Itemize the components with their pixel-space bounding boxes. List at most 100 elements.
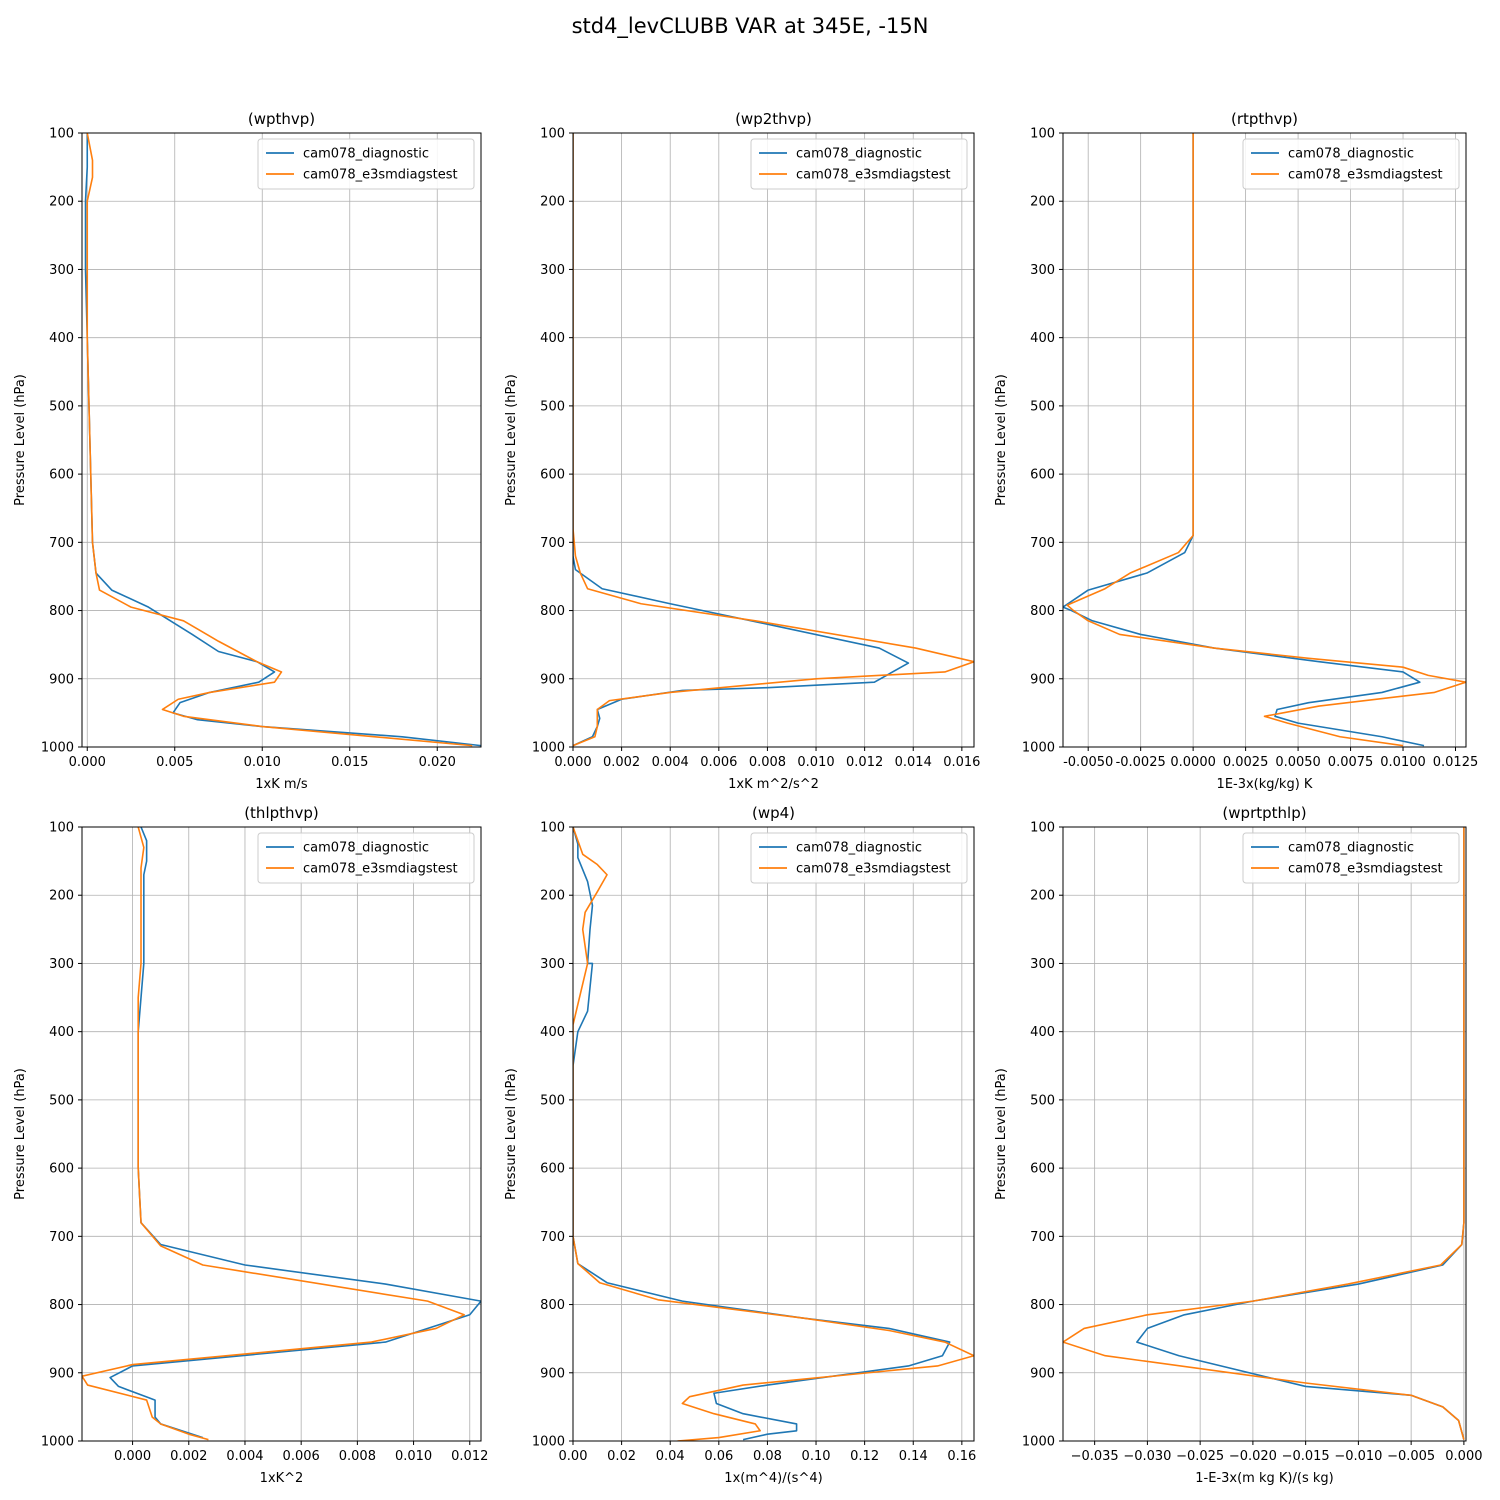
x-tick-label: 0.010 — [797, 755, 834, 770]
y-tick-label: 900 — [540, 1366, 565, 1381]
axes-frame — [81, 132, 482, 748]
x-axis-label: 1xK m^2/s^2 — [728, 777, 819, 792]
x-tick-label: 0.16 — [947, 1449, 976, 1464]
axes-frame — [1062, 132, 1467, 748]
y-axis-label: Pressure Level (hPa) — [13, 1068, 28, 1200]
x-tick-label: 0.0025 — [1223, 755, 1269, 770]
legend-label-cam078_e3smdiagstest: cam078_e3smdiagstest — [1288, 862, 1443, 877]
x-axis-label: 1xK m/s — [255, 777, 308, 792]
y-axis-label: Pressure Level (hPa) — [504, 1068, 519, 1200]
y-tick-label: 900 — [1030, 672, 1055, 687]
y-tick-label: 500 — [1030, 1093, 1055, 1108]
y-tick-label: 800 — [49, 1298, 74, 1313]
x-axis-label: 1xK^2 — [260, 1471, 304, 1486]
panel-title: (rtpthvp) — [1231, 110, 1298, 128]
y-tick-label: 1000 — [1022, 741, 1055, 756]
y-tick-label: 700 — [49, 1230, 74, 1245]
x-tick-label: 0.10 — [802, 1449, 831, 1464]
x-tick-label: 0.04 — [656, 1449, 685, 1464]
legend-label-cam078_diagnostic: cam078_diagnostic — [796, 841, 922, 856]
series-line-cam078_diagnostic — [573, 133, 910, 747]
y-axis-label: Pressure Level (hPa) — [994, 1068, 1009, 1200]
x-tick-label: 0.0075 — [1328, 755, 1374, 770]
y-tick-label: 300 — [49, 957, 74, 972]
legend-label-cam078_diagnostic: cam078_diagnostic — [303, 841, 429, 856]
y-tick-label: 300 — [1030, 263, 1055, 278]
x-tick-label: 0.006 — [283, 1449, 320, 1464]
x-tick-label: 0.002 — [603, 755, 640, 770]
y-tick-label: 200 — [1030, 889, 1055, 904]
y-tick-label: 900 — [49, 1366, 74, 1381]
series-line-cam078_diagnostic — [573, 827, 951, 1441]
x-tick-label: 0.000 — [1445, 1449, 1482, 1464]
y-tick-label: 400 — [49, 1025, 74, 1040]
legend-label-cam078_diagnostic: cam078_diagnostic — [303, 147, 429, 162]
x-tick-label: 0.002 — [170, 1449, 207, 1464]
x-tick-label: 0.06 — [704, 1449, 733, 1464]
x-tick-label: 0.020 — [419, 755, 456, 770]
y-tick-label: 600 — [49, 1162, 74, 1177]
y-tick-label: 600 — [540, 468, 565, 483]
series-line-cam078_e3smdiagstest — [573, 827, 974, 1441]
axes-frame — [1062, 826, 1467, 1442]
x-tick-label: 0.000 — [69, 755, 106, 770]
x-tick-label: 0.0050 — [1275, 755, 1321, 770]
figure-title: std4_levCLUBB VAR at 345E, -15N — [571, 14, 929, 38]
x-tick-label: 0.016 — [943, 755, 980, 770]
x-tick-label: 0.000 — [114, 1449, 151, 1464]
panel-3: -0.0050 -0.0025 0.0000 0.0025 0.0050 0.0075 0.… — [994, 110, 1478, 792]
y-tick-label: 400 — [540, 1025, 565, 1040]
legend-label-cam078_e3smdiagstest: cam078_e3smdiagstest — [303, 168, 458, 183]
y-tick-label: 600 — [1030, 468, 1055, 483]
x-axis-label: 1E-3x(kg/kg) K — [1217, 777, 1313, 792]
x-tick-label: −0.010 — [1334, 1449, 1382, 1464]
x-tick-label: 0.008 — [749, 755, 786, 770]
legend-label-cam078_diagnostic: cam078_diagnostic — [796, 147, 922, 162]
panel-6: −0.035 −0.030 −0.025 −0.020 −0.015 −0.010 −0.0… — [994, 804, 1482, 1486]
y-tick-label: 600 — [540, 1162, 565, 1177]
x-tick-label: 0.004 — [652, 755, 689, 770]
x-tick-label: -0.0025 — [1116, 755, 1166, 770]
panel-title: (wpthvp) — [248, 110, 315, 128]
y-tick-label: 100 — [49, 821, 74, 836]
y-tick-label: 200 — [1030, 195, 1055, 210]
panel-title: (thlpthvp) — [244, 804, 319, 822]
legend-box — [1242, 832, 1460, 884]
y-tick-label: 700 — [49, 536, 74, 551]
y-tick-label: 700 — [1030, 1230, 1055, 1245]
legend-box — [750, 138, 968, 190]
y-tick-label: 1000 — [532, 1435, 565, 1450]
x-tick-label: −0.005 — [1387, 1449, 1435, 1464]
axes-frame — [572, 132, 975, 748]
series-line-cam078_e3smdiagstest — [1066, 133, 1466, 747]
series-line-cam078_diagnostic — [109, 827, 481, 1439]
y-tick-label: 300 — [540, 957, 565, 972]
legend-label-cam078_e3smdiagstest: cam078_e3smdiagstest — [796, 862, 951, 877]
y-tick-label: 100 — [1030, 127, 1055, 142]
x-tick-label: 0.00 — [559, 1449, 588, 1464]
y-tick-label: 400 — [1030, 331, 1055, 346]
x-tick-label: −0.030 — [1123, 1449, 1171, 1464]
y-tick-label: 200 — [49, 889, 74, 904]
legend-box — [1242, 138, 1460, 190]
x-tick-label: 0.004 — [226, 1449, 263, 1464]
y-tick-label: 800 — [1030, 1298, 1055, 1313]
y-tick-label: 900 — [540, 672, 565, 687]
x-tick-label: −0.025 — [1176, 1449, 1224, 1464]
y-tick-label: 500 — [1030, 399, 1055, 414]
axes-frame — [572, 826, 975, 1442]
x-tick-label: 0.010 — [244, 755, 281, 770]
x-tick-label: 0.010 — [395, 1449, 432, 1464]
y-tick-label: 500 — [540, 1093, 565, 1108]
x-tick-label: 0.12 — [850, 1449, 879, 1464]
x-tick-label: -0.0050 — [1063, 755, 1113, 770]
series-line-cam078_e3smdiagstest — [573, 133, 974, 747]
y-tick-label: 200 — [540, 195, 565, 210]
y-tick-label: 700 — [540, 1230, 565, 1245]
y-tick-label: 600 — [49, 468, 74, 483]
legend-label-cam078_e3smdiagstest: cam078_e3smdiagstest — [796, 168, 951, 183]
y-tick-label: 200 — [49, 195, 74, 210]
y-axis-label: Pressure Level (hPa) — [13, 374, 28, 506]
panel-5: 0.00 0.02 0.04 0.06 0.08 0.10 0.12 0.14 0.16 100 2… — [504, 804, 976, 1486]
axes-frame — [81, 826, 482, 1442]
